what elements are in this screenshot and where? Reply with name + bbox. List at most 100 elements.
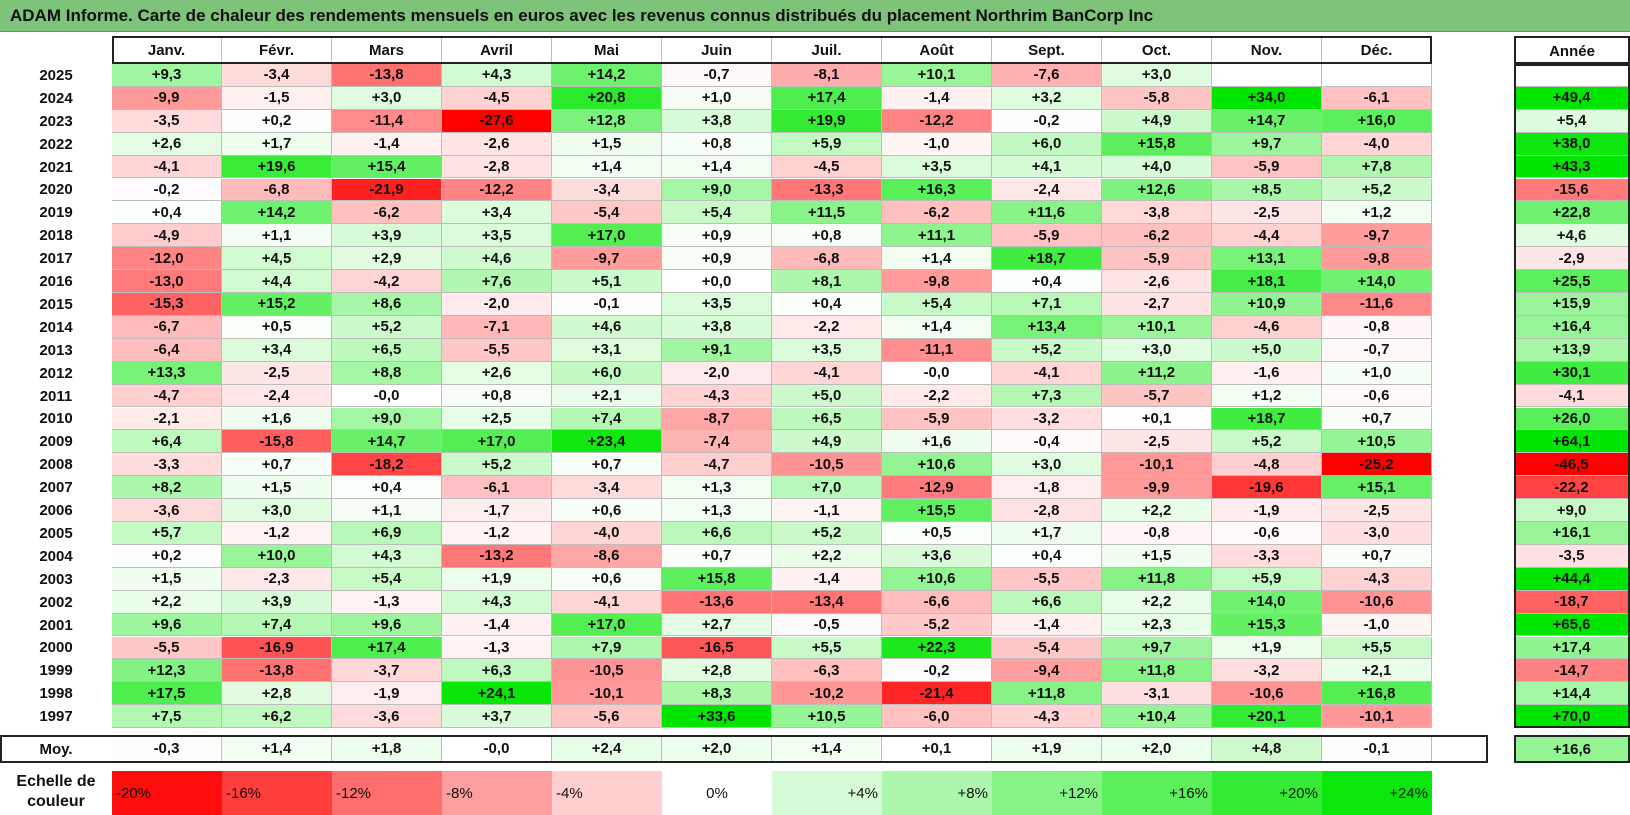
- heatmap-cell: +15,3: [1212, 613, 1322, 637]
- heatmap-cell: +6,9: [332, 522, 442, 545]
- heatmap-cell: +1,2: [1212, 384, 1322, 408]
- heatmap-cell: +4,4: [222, 270, 332, 293]
- heatmap-cell: +17,5: [112, 682, 222, 706]
- heatmap-cell: +7,8: [1322, 155, 1432, 179]
- heatmap-cell: -9,8: [882, 270, 992, 293]
- heatmap-cell: -10,6: [1322, 590, 1432, 614]
- year-label: 2006: [0, 499, 112, 522]
- heatmap-cell: -4,0: [552, 522, 662, 545]
- heatmap-cell: -7,1: [442, 315, 552, 339]
- average-label: Moy.: [0, 735, 112, 763]
- heatmap-cell: +3,4: [222, 338, 332, 362]
- heatmap-cell: -3,2: [1212, 659, 1322, 683]
- heatmap-cell: -6,8: [222, 178, 332, 202]
- heatmap-cell: +17,0: [552, 224, 662, 248]
- color-scale-label-line2: couleur: [27, 793, 85, 810]
- heatmap-cell: -0,2: [882, 659, 992, 683]
- heatmap-cell: -13,4: [772, 590, 882, 614]
- heatmap-cell: +15,2: [222, 293, 332, 316]
- heatmap-cell: +24,1: [442, 682, 552, 706]
- heatmap-cell: -1,4: [442, 613, 552, 637]
- average-cell: -0,0: [442, 735, 552, 763]
- heatmap-cell: -2,2: [882, 384, 992, 408]
- heatmap-cell: -4,3: [662, 384, 772, 408]
- heatmap-cell: -6,4: [112, 338, 222, 362]
- average-cell: +2,0: [662, 735, 772, 763]
- heatmap-cell: +0,9: [662, 247, 772, 271]
- heatmap-cell: +8,1: [772, 270, 882, 293]
- average-cell: +1,4: [222, 735, 332, 763]
- heatmap-cell: +11,2: [1102, 361, 1212, 385]
- heatmap-cell: -10,2: [772, 682, 882, 706]
- heatmap-cell: -1,9: [1212, 499, 1322, 522]
- annual-cell: +5,4: [1514, 109, 1630, 133]
- heatmap-cell: -2,5: [1102, 430, 1212, 454]
- color-scale-step: -8%: [442, 771, 552, 815]
- heatmap-cell: +15,8: [662, 567, 772, 591]
- heatmap-cell: -2,5: [1322, 499, 1432, 522]
- heatmap-cell: -2,5: [222, 361, 332, 385]
- heatmap-cell: +20,8: [552, 86, 662, 110]
- heatmap-cell: +5,9: [1212, 567, 1322, 591]
- heatmap-cell: +0,4: [112, 201, 222, 225]
- heatmap-cell: +4,6: [442, 247, 552, 271]
- heatmap-cell: -18,2: [332, 453, 442, 477]
- heatmap-cell: -1,1: [772, 499, 882, 522]
- heatmap-cell: +10,1: [882, 64, 992, 87]
- year-label: 2009: [0, 430, 112, 454]
- year-label: 2007: [0, 476, 112, 500]
- heatmap-cell: +14,7: [1212, 109, 1322, 133]
- color-scale-step: +24%: [1322, 771, 1432, 815]
- heatmap-cell: +0,8: [662, 132, 772, 156]
- heatmap-cell: +3,0: [222, 499, 332, 522]
- heatmap-cell: -2,1: [112, 407, 222, 431]
- heatmap-cell: +11,8: [992, 682, 1102, 706]
- heatmap-cell: +19,9: [772, 109, 882, 133]
- heatmap-cell: +18,7: [1212, 407, 1322, 431]
- heatmap-cell: +2,1: [1322, 659, 1432, 683]
- heatmap-cell: -0,1: [552, 293, 662, 316]
- heatmap-cell: +6,5: [332, 338, 442, 362]
- heatmap-cell: +4,3: [442, 590, 552, 614]
- heatmap-cell: +14,2: [222, 201, 332, 225]
- heatmap-cell: +0,8: [442, 384, 552, 408]
- year-label: 2002: [0, 590, 112, 614]
- year-label: 2020: [0, 178, 112, 202]
- heatmap-cell: +1,4: [882, 247, 992, 271]
- heatmap-cell: -4,0: [1322, 132, 1432, 156]
- heatmap-cell: -0,7: [1322, 338, 1432, 362]
- heatmap-cell: +1,7: [222, 132, 332, 156]
- heatmap-cell: +14,0: [1212, 590, 1322, 614]
- heatmap-cell: -4,9: [112, 224, 222, 248]
- heatmap-cell: +0,8: [772, 224, 882, 248]
- year-label: 2004: [0, 544, 112, 568]
- heatmap-cell: +17,0: [552, 613, 662, 637]
- heatmap-cell: -3,6: [332, 705, 442, 729]
- heatmap-cell: -6,3: [772, 659, 882, 683]
- year-label: 2008: [0, 453, 112, 477]
- year-label: 2000: [0, 636, 112, 660]
- average-annual-cell: +16,6: [1514, 735, 1630, 763]
- heatmap-cell: +15,4: [332, 155, 442, 179]
- heatmap-cell: +9,6: [112, 613, 222, 637]
- annual-cell: +17,4: [1514, 636, 1630, 660]
- heatmap-cell: -6,0: [882, 705, 992, 729]
- heatmap-cell: +7,1: [992, 293, 1102, 316]
- heatmap-cell: -19,6: [1212, 476, 1322, 500]
- heatmap-cell: -25,2: [1322, 453, 1432, 477]
- heatmap-cell: +1,5: [222, 476, 332, 500]
- month-header: Juil.: [772, 38, 882, 64]
- heatmap-cell: -3,7: [332, 659, 442, 683]
- heatmap-cell: -4,3: [1322, 567, 1432, 591]
- heatmap-cell: +1,9: [442, 567, 552, 591]
- month-header: Mars: [332, 38, 442, 64]
- heatmap-cell: +0,1: [1102, 407, 1212, 431]
- heatmap-cell: -3,1: [1102, 682, 1212, 706]
- heatmap-cell: +18,1: [1212, 270, 1322, 293]
- year-label: 2016: [0, 270, 112, 293]
- heatmap-cell: +2,2: [772, 544, 882, 568]
- heatmap-cell: +0,7: [1322, 407, 1432, 431]
- heatmap-cell: -11,6: [1322, 293, 1432, 316]
- heatmap-cell: +1,0: [662, 86, 772, 110]
- heatmap-cell: +9,7: [1212, 132, 1322, 156]
